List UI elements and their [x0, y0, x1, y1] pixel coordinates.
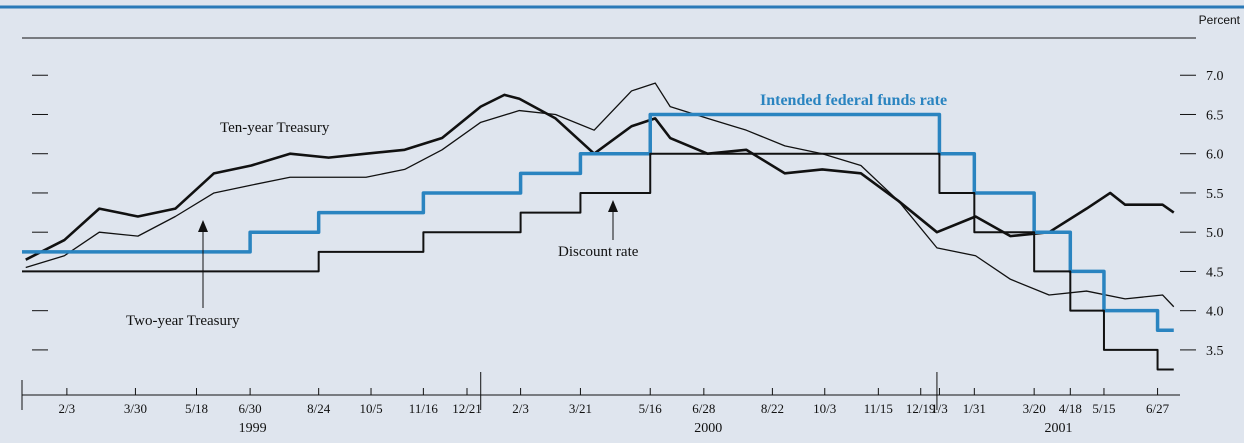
y-tick-label: 4.0	[1206, 305, 1224, 320]
x-tick-label: 1/3	[931, 401, 948, 416]
y-tick-label: 5.0	[1206, 226, 1224, 241]
x-tick-label: 6/27	[1146, 401, 1170, 416]
series-line	[25, 93, 1175, 261]
arrow-head	[198, 220, 208, 232]
x-tick-label: 2/3	[59, 401, 76, 416]
x-tick-label: 11/15	[864, 401, 893, 416]
year-label: 2000	[694, 421, 722, 436]
x-tick-label: 2/3	[512, 401, 529, 416]
year-label: 1999	[239, 421, 267, 436]
y-tick-label: 3.5	[1206, 344, 1224, 359]
annotation: Discount rate	[558, 244, 639, 260]
x-tick-label: 5/16	[639, 401, 663, 416]
year-label: 2001	[1044, 421, 1072, 436]
annotation: Intended federal funds rate	[760, 92, 947, 109]
x-tick-label: 5/18	[185, 401, 208, 416]
x-tick-label: 11/16	[409, 401, 439, 416]
y-tick-label: 7.0	[1206, 69, 1224, 84]
y-axis-label: Percent	[1199, 13, 1241, 27]
x-tick-label: 4/18	[1059, 401, 1082, 416]
series-line	[22, 112, 1174, 333]
series-line	[22, 152, 1174, 371]
x-tick-label: 3/21	[569, 401, 592, 416]
x-tick-label: 1/31	[963, 401, 986, 416]
x-tick-label: 8/24	[307, 401, 331, 416]
x-tick-label: 6/30	[239, 401, 262, 416]
x-tick-label: 3/30	[124, 401, 147, 416]
y-tick-label: 6.0	[1206, 148, 1224, 163]
x-tick-label: 12/21	[452, 401, 482, 416]
y-tick-label: 5.5	[1206, 187, 1224, 202]
annotation: Ten-year Treasury	[220, 120, 330, 136]
x-tick-label: 10/5	[359, 401, 382, 416]
annotation: Two-year Treasury	[126, 313, 240, 329]
arrow-head	[608, 200, 618, 212]
x-tick-label: 10/3	[813, 401, 836, 416]
x-tick-label: 6/28	[692, 401, 715, 416]
x-tick-label: 12/19	[906, 401, 936, 416]
y-tick-label: 4.5	[1206, 265, 1224, 280]
x-tick-label: 3/20	[1023, 401, 1046, 416]
series-line	[25, 82, 1175, 308]
x-tick-label: 8/22	[761, 401, 784, 416]
y-tick-label: 6.5	[1206, 108, 1224, 123]
x-tick-label: 5/15	[1092, 401, 1115, 416]
